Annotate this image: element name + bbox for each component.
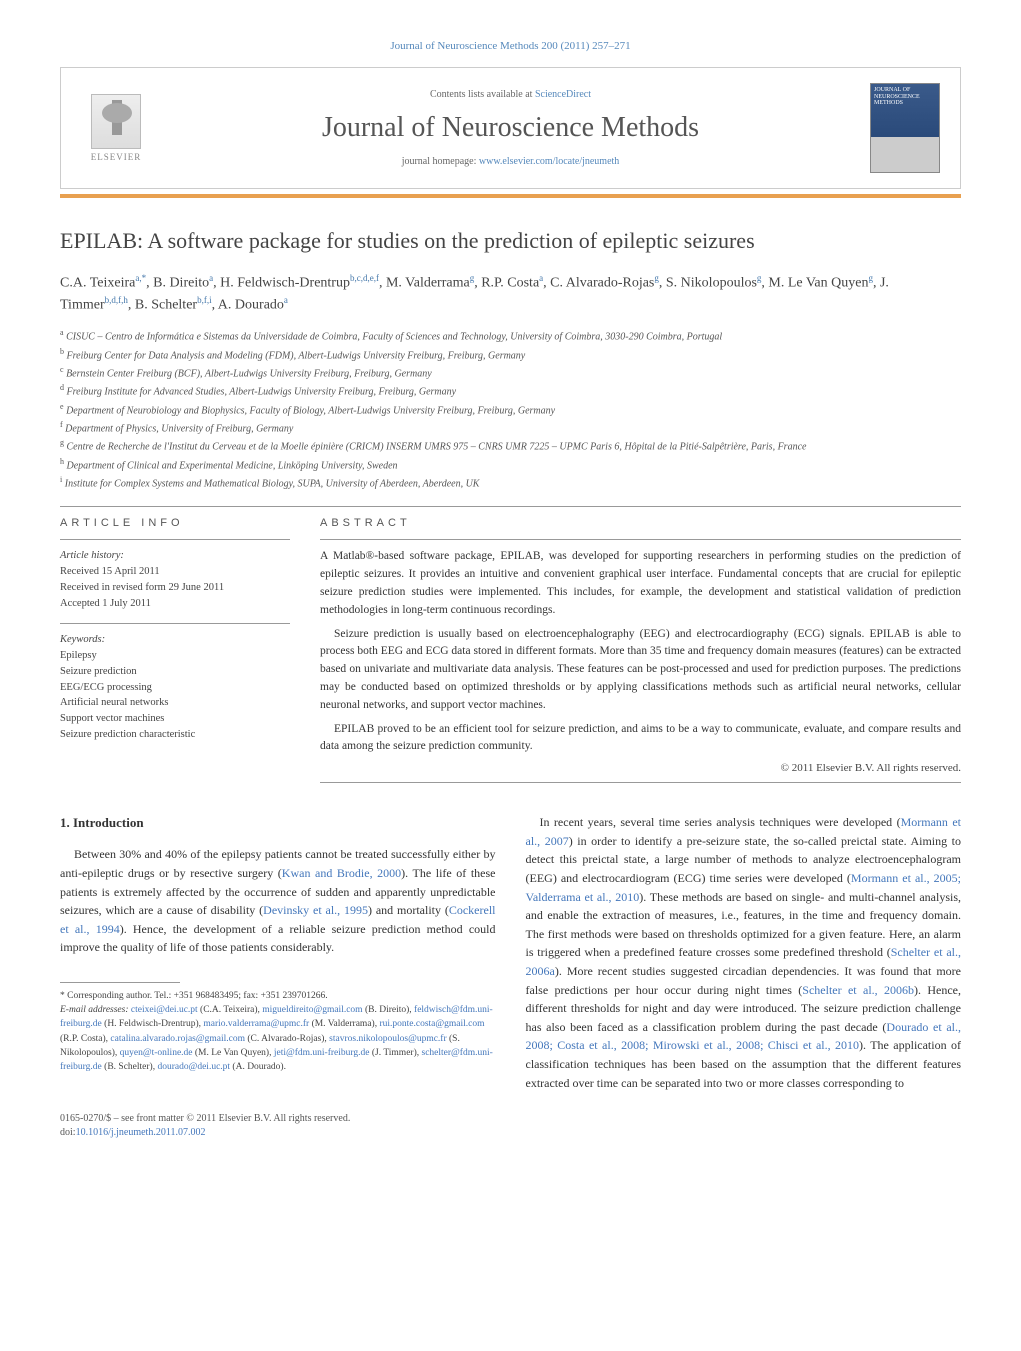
affiliations-list: a CISUC – Centro de Informática e Sistem… [60, 327, 961, 491]
homepage-link[interactable]: www.elsevier.com/locate/jneumeth [479, 156, 619, 167]
email-link[interactable]: rui.ponte.costa@gmail.com [379, 1019, 484, 1029]
keyword-item: Seizure prediction characteristic [60, 727, 290, 743]
abstract-copyright: © 2011 Elsevier B.V. All rights reserved… [320, 762, 961, 774]
section-rule [60, 506, 961, 507]
journal-header-box: ELSEVIER Contents lists available at Sci… [60, 67, 961, 189]
affiliation-item: i Institute for Complex Systems and Math… [60, 474, 961, 491]
journal-title: Journal of Neuroscience Methods [151, 112, 870, 144]
history-label: Article history: [60, 548, 290, 564]
elsevier-logo: ELSEVIER [81, 88, 151, 168]
left-body-text: Between 30% and 40% of the epilepsy pati… [60, 845, 496, 957]
keywords-block: Keywords: EpilepsySeizure predictionEEG/… [60, 623, 290, 742]
keyword-item: Artificial neural networks [60, 695, 290, 711]
keyword-item: Support vector machines [60, 711, 290, 727]
footer-meta: 0165-0270/$ – see front matter © 2011 El… [60, 1112, 961, 1140]
email-link[interactable]: quyen@t-online.de [120, 1048, 193, 1058]
email-link[interactable]: migueldireito@gmail.com [262, 1005, 362, 1015]
keyword-item: Epilepsy [60, 648, 290, 664]
body-paragraph: Between 30% and 40% of the epilepsy pati… [60, 845, 496, 957]
abstract-text: A Matlab®-based software package, EPILAB… [320, 539, 961, 756]
email-link[interactable]: stavros.nikolopoulos@upmc.fr [329, 1034, 446, 1044]
journal-cover-thumbnail: JOURNAL OF NEUROSCIENCE METHODS [870, 83, 940, 173]
issn-line: 0165-0270/$ – see front matter © 2011 El… [60, 1112, 961, 1126]
orange-divider-bar [60, 194, 961, 198]
article-history-block: Article history: Received 15 April 2011 … [60, 539, 290, 611]
history-received: Received 15 April 2011 [60, 564, 290, 580]
keyword-item: EEG/ECG processing [60, 680, 290, 696]
affiliation-item: h Department of Clinical and Experimenta… [60, 456, 961, 473]
contents-text: Contents lists available at [430, 89, 535, 100]
footnotes-block: * Corresponding author. Tel.: +351 96848… [60, 989, 496, 1075]
keywords-label: Keywords: [60, 632, 290, 648]
corresponding-author-note: * Corresponding author. Tel.: +351 96848… [60, 989, 496, 1003]
email-link[interactable]: cteixei@dei.uc.pt [131, 1005, 198, 1015]
article-info-header: article info [60, 517, 290, 529]
affiliation-item: d Freiburg Institute for Advanced Studie… [60, 382, 961, 399]
header-center: Contents lists available at ScienceDirec… [151, 89, 870, 167]
history-revised: Received in revised form 29 June 2011 [60, 580, 290, 596]
journal-homepage-line: journal homepage: www.elsevier.com/locat… [151, 156, 870, 167]
cover-title: JOURNAL OF NEUROSCIENCE METHODS [874, 87, 936, 107]
history-accepted: Accepted 1 July 2011 [60, 596, 290, 612]
body-paragraph: In recent years, several time series ana… [526, 813, 962, 1092]
doi-label: doi: [60, 1127, 76, 1138]
elsevier-tree-icon [91, 94, 141, 149]
affiliation-item: c Bernstein Center Freiburg (BCF), Alber… [60, 364, 961, 381]
abstract-paragraph: Seizure prediction is usually based on e… [320, 626, 961, 715]
doi-link[interactable]: 10.1016/j.jneumeth.2011.07.002 [76, 1127, 206, 1138]
sciencedirect-link[interactable]: ScienceDirect [535, 89, 591, 100]
body-left-column: 1. Introduction Between 30% and 40% of t… [60, 813, 496, 1092]
affiliation-item: b Freiburg Center for Data Analysis and … [60, 346, 961, 363]
body-right-column: In recent years, several time series ana… [526, 813, 962, 1092]
affiliation-item: a CISUC – Centro de Informática e Sistem… [60, 327, 961, 344]
abstract-bottom-rule [320, 782, 961, 783]
affiliation-item: e Department of Neurobiology and Biophys… [60, 401, 961, 418]
email-link[interactable]: dourado@dei.uc.pt [157, 1062, 230, 1072]
footnote-rule [60, 982, 180, 983]
abstract-header: abstract [320, 517, 961, 529]
article-title: EPILAB: A software package for studies o… [60, 228, 961, 254]
email-addresses: E-mail addresses: cteixei@dei.uc.pt (C.A… [60, 1003, 496, 1074]
elsevier-label: ELSEVIER [91, 152, 142, 162]
article-info-column: article info Article history: Received 1… [60, 517, 290, 783]
author-list: C.A. Teixeiraa,*, B. Direitoa, H. Feldwi… [60, 272, 961, 315]
homepage-label: journal homepage: [402, 156, 479, 167]
abstract-paragraph: EPILAB proved to be an efficient tool fo… [320, 721, 961, 757]
contents-available-line: Contents lists available at ScienceDirec… [151, 89, 870, 100]
abstract-column: abstract A Matlab®-based software packag… [320, 517, 961, 783]
journal-reference: Journal of Neuroscience Methods 200 (201… [60, 40, 961, 52]
affiliation-item: g Centre de Recherche de l'Institut du C… [60, 437, 961, 454]
body-two-columns: 1. Introduction Between 30% and 40% of t… [60, 813, 961, 1092]
keyword-item: Seizure prediction [60, 664, 290, 680]
abstract-paragraph: A Matlab®-based software package, EPILAB… [320, 548, 961, 619]
email-link[interactable]: mario.valderrama@upmc.fr [203, 1019, 309, 1029]
intro-heading: 1. Introduction [60, 813, 496, 833]
right-body-text: In recent years, several time series ana… [526, 813, 962, 1092]
info-abstract-row: article info Article history: Received 1… [60, 517, 961, 783]
affiliation-item: f Department of Physics, University of F… [60, 419, 961, 436]
email-link[interactable]: catalina.alvarado.rojas@gmail.com [110, 1034, 245, 1044]
keywords-list: EpilepsySeizure predictionEEG/ECG proces… [60, 648, 290, 743]
doi-line: doi:10.1016/j.jneumeth.2011.07.002 [60, 1126, 961, 1140]
email-link[interactable]: jeti@fdm.uni-freiburg.de [274, 1048, 370, 1058]
